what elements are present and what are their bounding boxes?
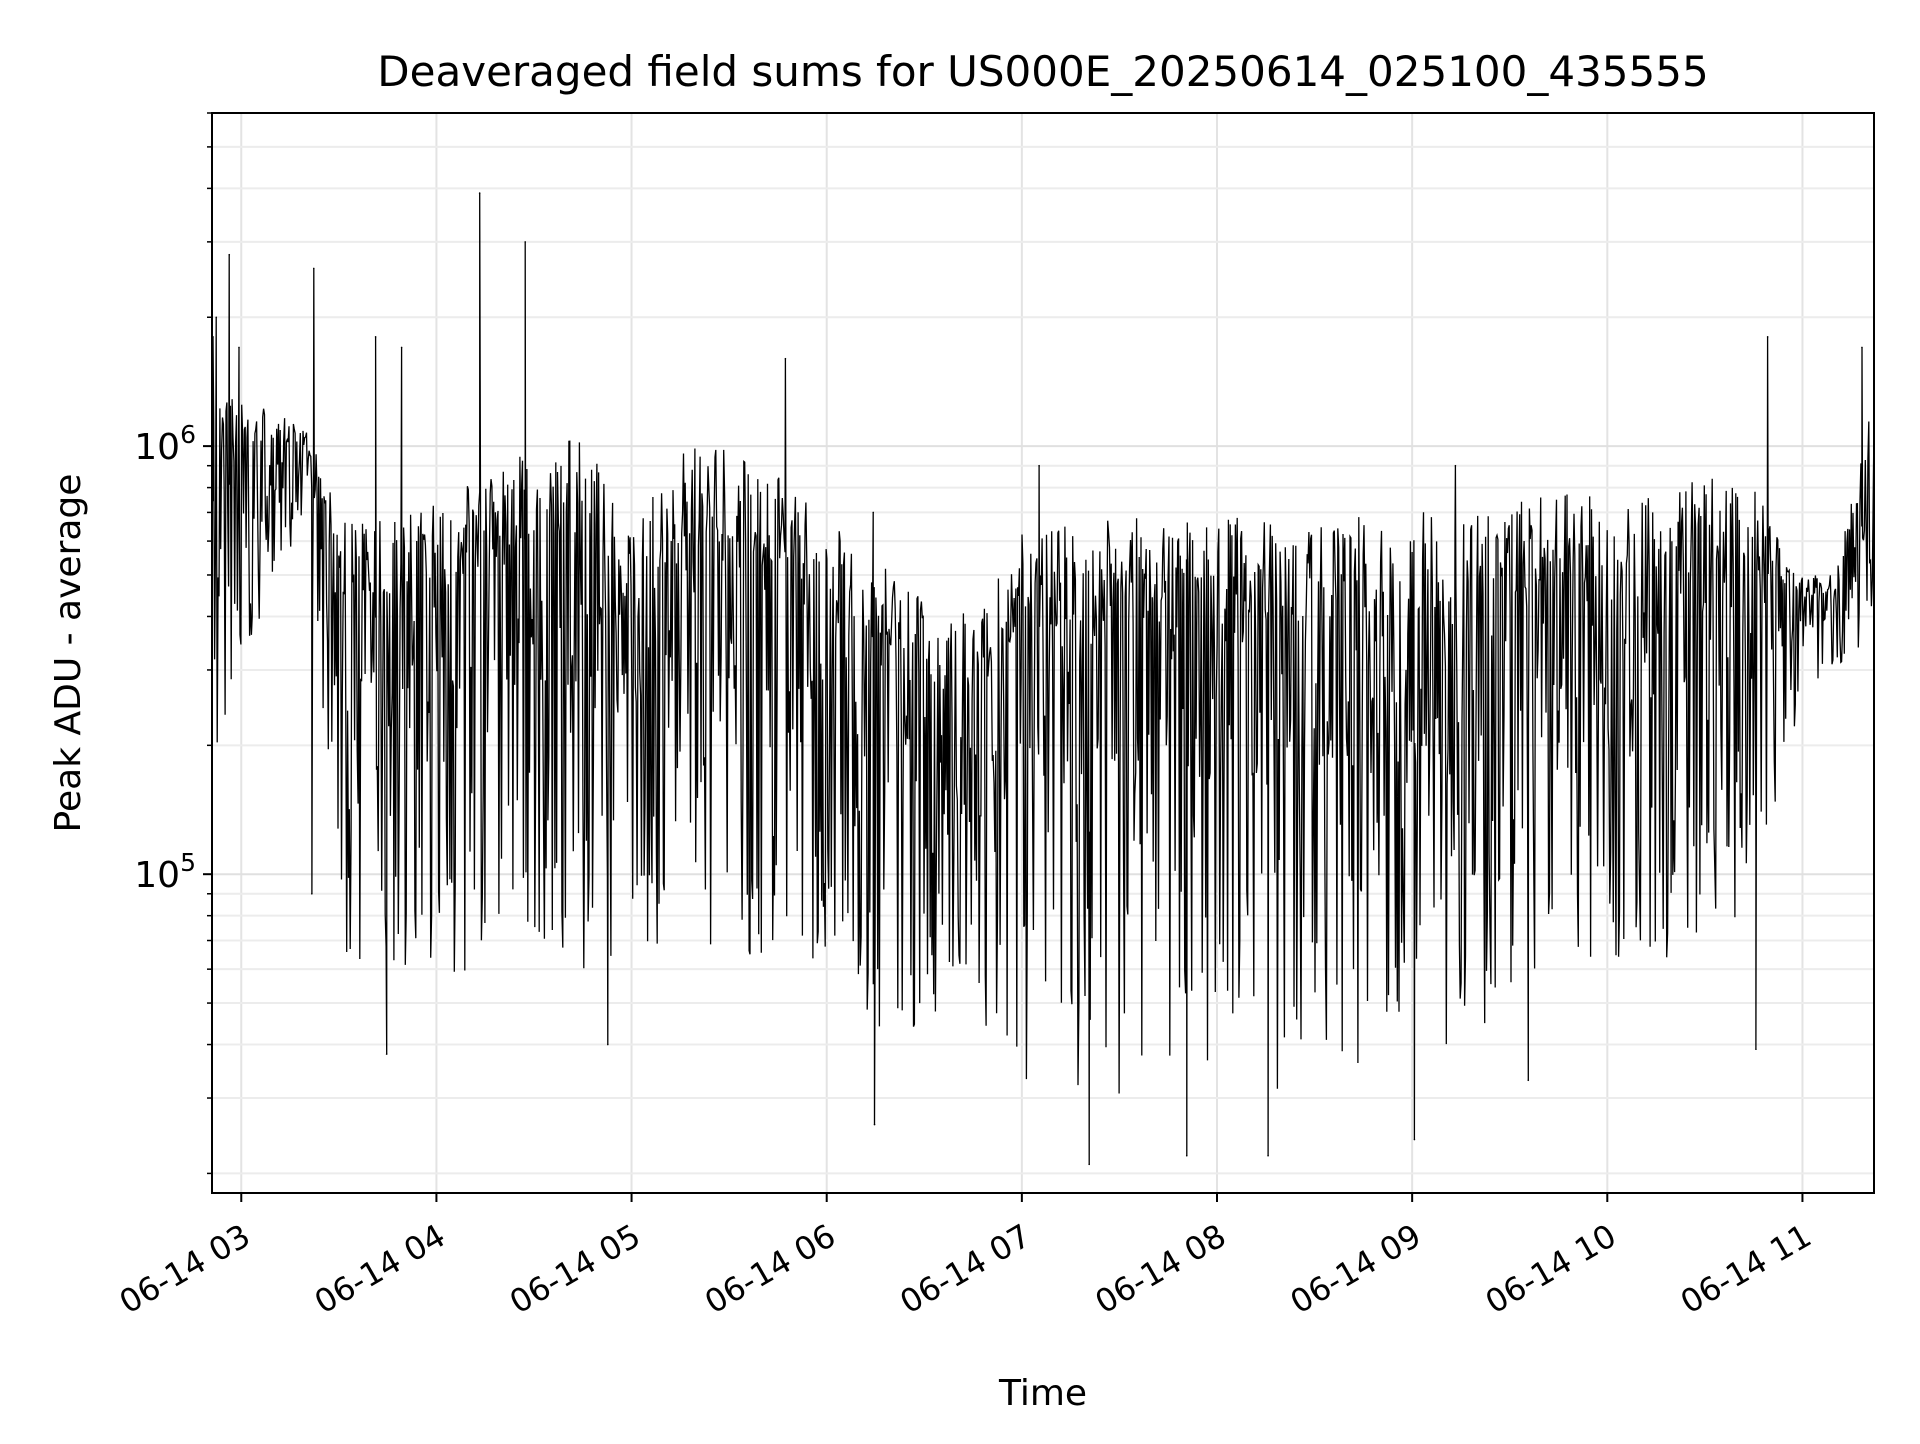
spike-point (872, 511, 875, 514)
dip-point (311, 892, 313, 895)
spike-point (215, 316, 218, 319)
spike-point (524, 241, 527, 243)
chart-title: Deaveraged field sums for US000E_2025061… (377, 47, 1708, 96)
spike-point (784, 357, 787, 360)
x-axis-label: Time (998, 1373, 1087, 1414)
dip-point (1755, 1048, 1757, 1051)
spike-point (374, 336, 377, 338)
y-tick-label: 106 (134, 420, 196, 468)
plot-frame (211, 112, 1875, 1194)
spike-point (478, 192, 481, 194)
spike-point (400, 346, 403, 349)
dip-point (1267, 1154, 1269, 1157)
spike-point (1038, 464, 1040, 467)
spike-point (313, 267, 315, 270)
y-tick-label: 105 (134, 848, 196, 896)
spike-point (1861, 346, 1863, 349)
dip-point (873, 1123, 876, 1126)
data-series-line (212, 193, 1874, 1165)
dip-point (1185, 1154, 1188, 1157)
dip-point (385, 1053, 388, 1055)
dip-point (607, 1043, 609, 1046)
dip-point (1088, 1163, 1090, 1166)
y-axis-label: Peak ADU - average (48, 474, 89, 833)
spike-point (228, 253, 231, 256)
series-layer (212, 192, 1874, 1166)
dip-point (1413, 1138, 1416, 1141)
dip-point (1527, 1079, 1530, 1082)
spike-point (1766, 336, 1769, 338)
spike-point (238, 346, 240, 349)
spike-point (1454, 464, 1457, 467)
